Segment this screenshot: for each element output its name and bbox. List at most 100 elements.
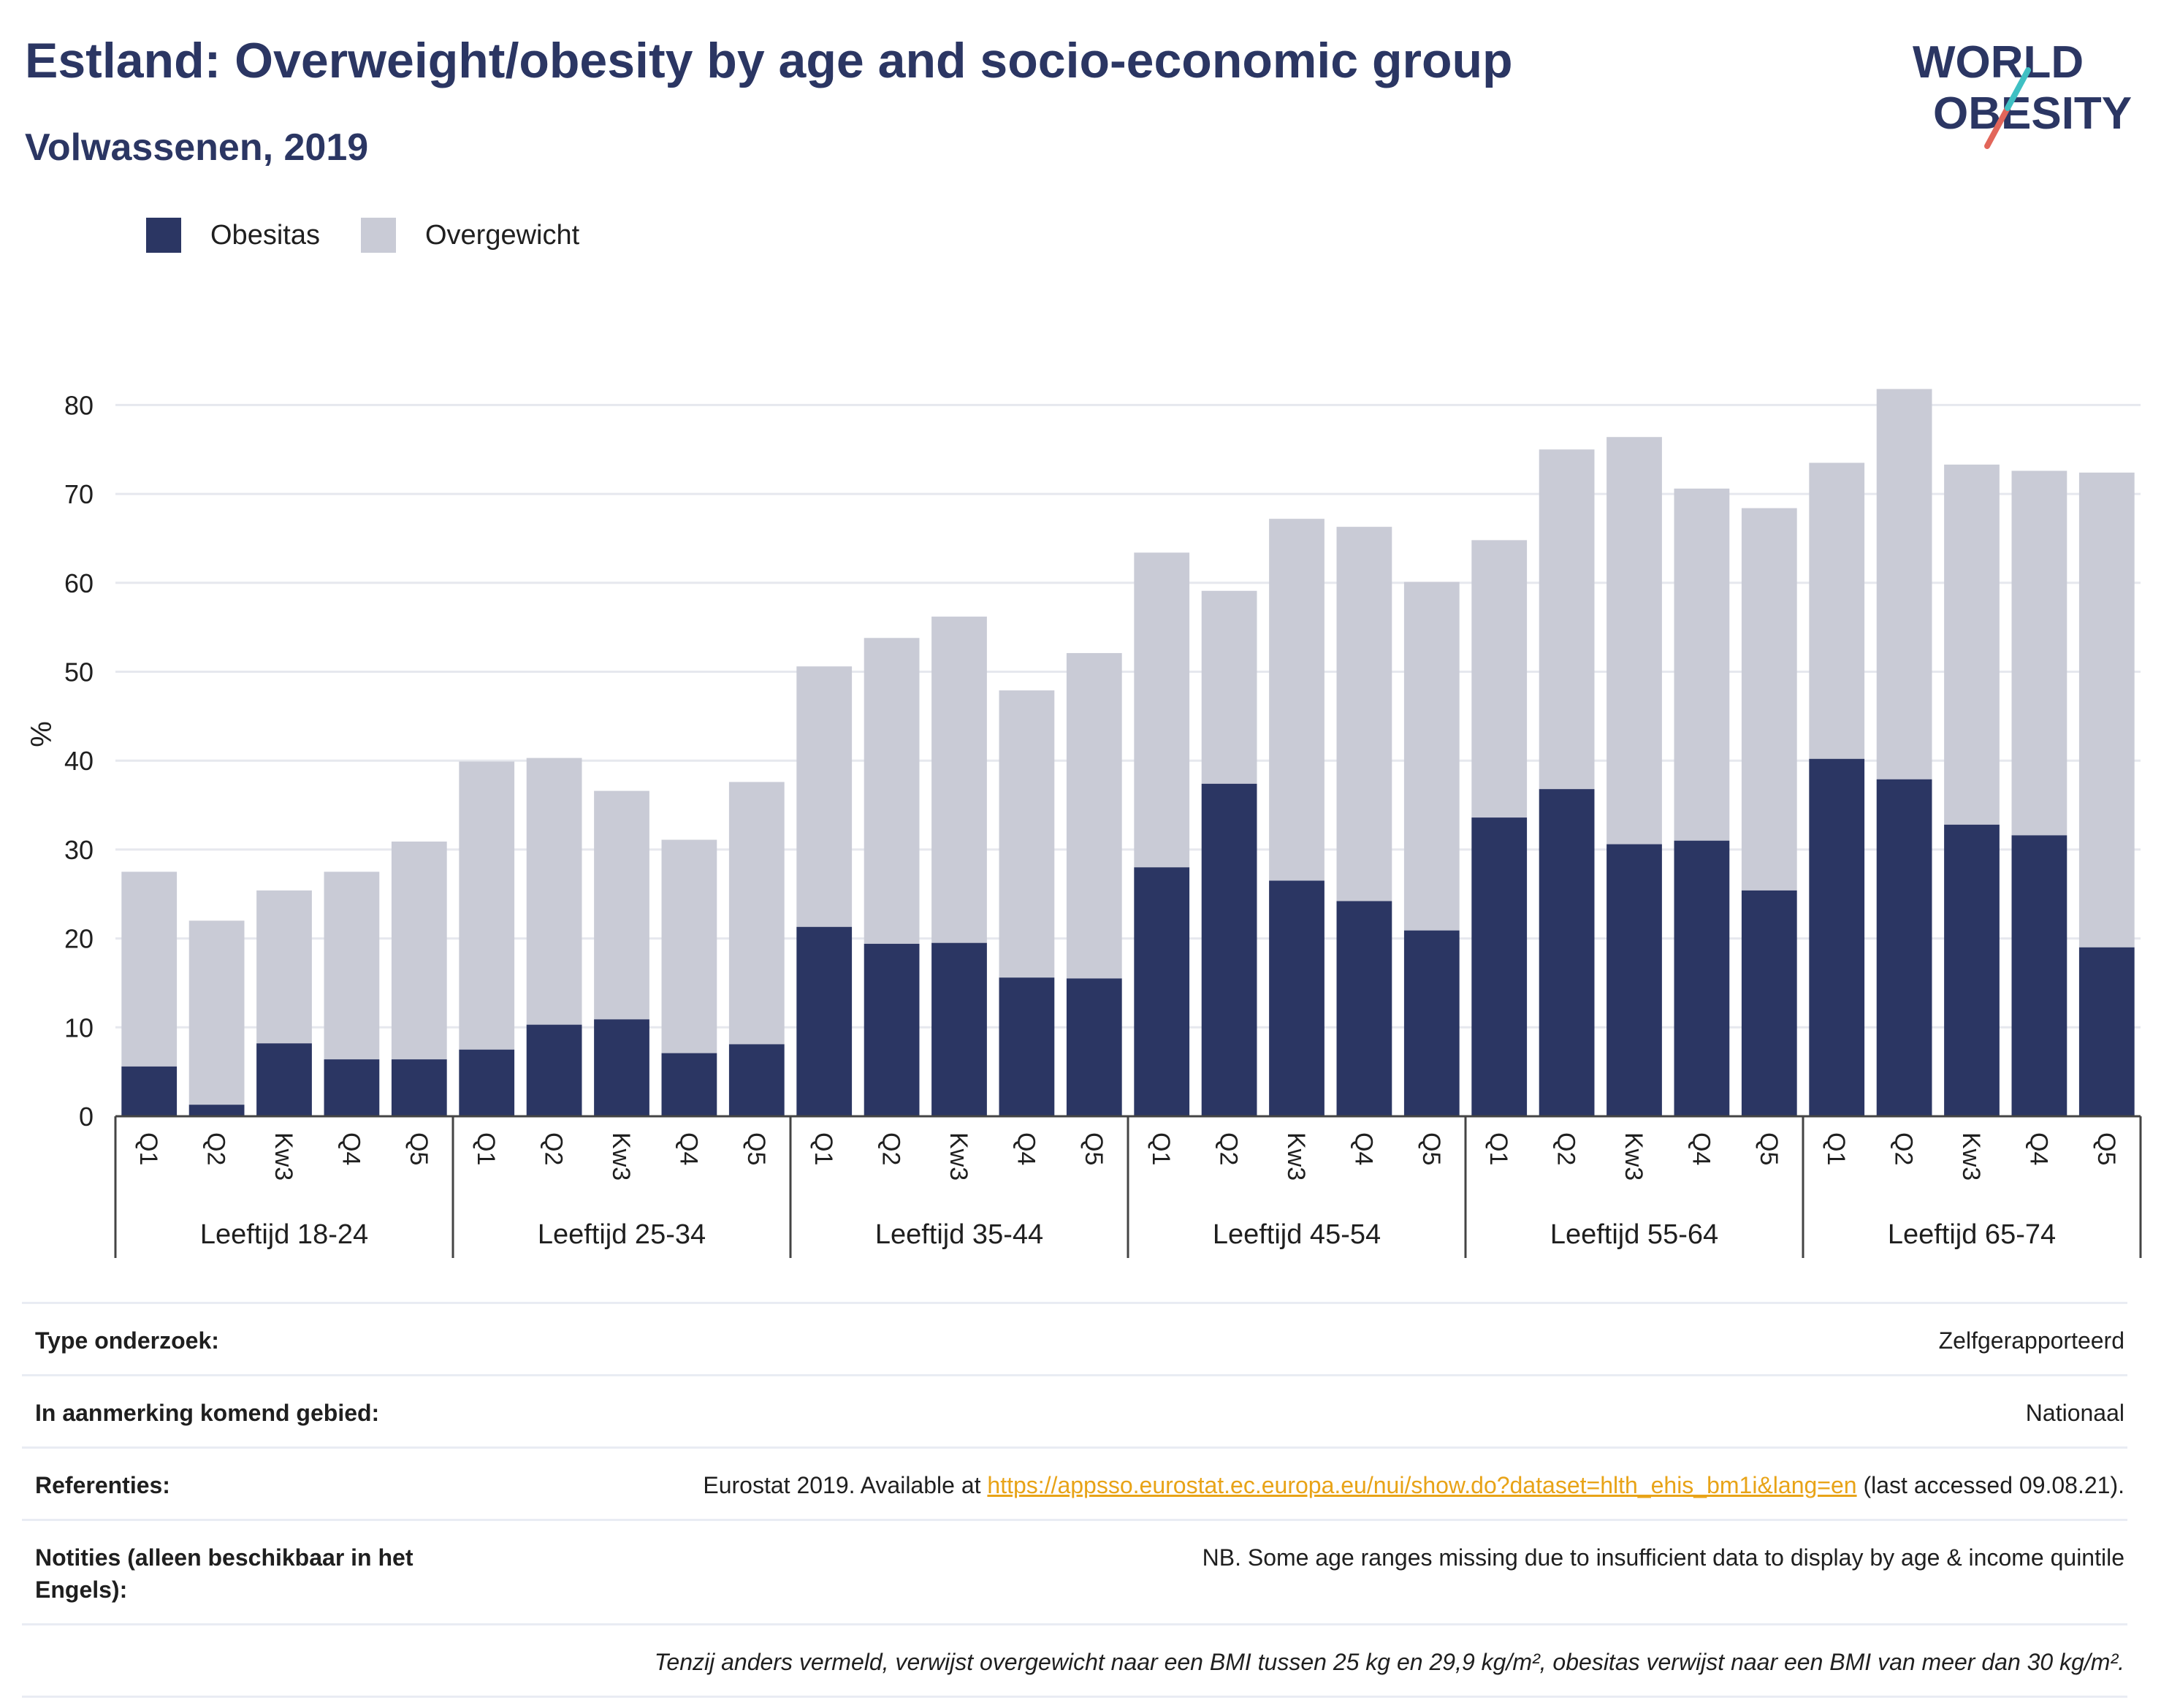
bar-overgewicht-g5-Q5 [2078, 472, 2135, 948]
bar-obesitas-g1-Kw3 [594, 1019, 649, 1116]
chart-subtitle: Volwassenen, 2019 [25, 126, 369, 169]
x-tick-label-g4-Q4: Q4 [1687, 1132, 1715, 1165]
group-label-4: Leeftijd 55-64 [1550, 1219, 1718, 1250]
x-tick-label-g3-Q4: Q4 [1349, 1132, 1377, 1165]
bar-obesitas-g1-Q2 [526, 1024, 582, 1116]
info-key-type: Type onderzoek: [35, 1327, 219, 1354]
bar-overgewicht-g5-Q1 [1809, 462, 1865, 759]
legend: Obesitas Overgewicht [146, 218, 620, 253]
x-tick-label-g4-Kw3: Kw3 [1620, 1132, 1647, 1181]
bar-overgewicht-g1-Q4 [661, 839, 717, 1053]
bar-overgewicht-g0-Q1 [121, 872, 178, 1067]
legend-item-overgewicht: Overgewicht [360, 218, 580, 253]
bar-overgewicht-g4-Q2 [1539, 449, 1595, 790]
legend-swatch-obesitas [146, 218, 181, 253]
info-key-notes: Notities (alleen beschikbaar in het Enge… [35, 1544, 413, 1603]
bar-overgewicht-g3-Kw3 [1269, 519, 1325, 881]
bar-obesitas-g3-Q5 [1403, 930, 1460, 1116]
info-value-notes: NB. Some age ranges missing due to insuf… [1202, 1544, 2124, 1571]
x-tick-label-g5-Q2: Q2 [1890, 1132, 1918, 1165]
y-tick-label-30: 30 [64, 835, 94, 865]
bar-obesitas-g1-Q1 [459, 1049, 515, 1116]
bar-obesitas-g3-Kw3 [1269, 880, 1325, 1116]
x-tick-label-g4-Q2: Q2 [1552, 1132, 1580, 1165]
bar-obesitas-g5-Q1 [1809, 758, 1865, 1116]
x-tick-label-g3-Kw3: Kw3 [1282, 1132, 1310, 1181]
bar-overgewicht-g4-Kw3 [1607, 437, 1662, 845]
x-tick-label-g4-Q1: Q1 [1485, 1132, 1512, 1165]
y-tick-label-80: 80 [64, 390, 94, 420]
bar-obesitas-g5-Kw3 [1944, 824, 2000, 1116]
x-tick-label-g5-Q5: Q5 [2092, 1132, 2120, 1165]
y-tick-label-40: 40 [64, 746, 94, 776]
bar-overgewicht-g3-Q2 [1201, 590, 1257, 784]
bar-obesitas-g1-Q5 [728, 1044, 785, 1116]
x-tick-label-g1-Q1: Q1 [472, 1132, 500, 1165]
bar-obesitas-g5-Q4 [2011, 835, 2067, 1116]
bar-chart: 0 10 20 30 40 50 60 70 80% Q1 Q2 Kw3 Q4 Q5 Leeftijd 18… [26, 389, 2142, 1258]
bar-overgewicht-g0-Q5 [391, 841, 447, 1060]
bar-obesitas-g0-Q1 [121, 1066, 178, 1116]
reference-suffix: (last accessed 09.08.21). [1856, 1472, 2124, 1498]
logo-line1: WORLD [1913, 37, 2084, 88]
x-tick-label-g1-Kw3: Kw3 [607, 1132, 635, 1181]
bar-obesitas-g4-Q5 [1741, 890, 1797, 1116]
info-key-references: Referenties: [35, 1472, 170, 1498]
x-tick-label-g0-Q4: Q4 [337, 1132, 365, 1165]
bar-overgewicht-g3-Q1 [1134, 552, 1190, 868]
bar-overgewicht-g4-Q4 [1674, 488, 1730, 841]
y-tick-label-20: 20 [64, 924, 94, 954]
x-tick-label-g1-Q4: Q4 [674, 1132, 702, 1165]
info-table: Type onderzoek: Zelfgerapporteerd In aan… [22, 1302, 2127, 1698]
bar-obesitas-g2-Q4 [999, 977, 1055, 1116]
bar-overgewicht-g2-Q2 [864, 638, 920, 944]
x-tick-label-g5-Q1: Q1 [1822, 1132, 1850, 1165]
group-label-0: Leeftijd 18-24 [200, 1219, 368, 1250]
x-tick-label-g0-Q2: Q2 [202, 1132, 230, 1165]
x-tick-label-g0-Kw3: Kw3 [270, 1132, 297, 1181]
y-tick-label-50: 50 [64, 657, 94, 687]
bar-overgewicht-g2-Q1 [796, 666, 853, 927]
bar-obesitas-g2-Q1 [796, 926, 853, 1116]
bar-obesitas-g0-Q2 [188, 1105, 245, 1116]
bar-overgewicht-g0-Q2 [188, 920, 245, 1105]
x-tick-label-g3-Q1: Q1 [1147, 1132, 1175, 1165]
bar-obesitas-g3-Q2 [1201, 783, 1257, 1116]
bar-overgewicht-g1-Kw3 [594, 790, 649, 1020]
bar-overgewicht-g1-Q5 [728, 782, 785, 1045]
group-label-5: Leeftijd 65-74 [1888, 1219, 2056, 1250]
bar-obesitas-g3-Q4 [1336, 901, 1392, 1116]
y-tick-label-60: 60 [64, 568, 94, 598]
legend-item-obesitas: Obesitas [146, 218, 320, 253]
bar-overgewicht-g5-Q4 [2011, 470, 2067, 836]
x-tick-label-g5-Q4: Q4 [2024, 1132, 2052, 1165]
legend-swatch-overgewicht [360, 218, 396, 253]
info-row-references: Referenties: Eurostat 2019. Available at… [22, 1446, 2127, 1519]
bar-obesitas-g2-Q2 [864, 943, 920, 1116]
bar-overgewicht-g1-Q2 [526, 758, 582, 1025]
info-value-references: Eurostat 2019. Available at https://apps… [703, 1469, 2127, 1501]
bar-obesitas-g5-Q2 [1876, 779, 1932, 1116]
bar-obesitas-g4-Q2 [1539, 789, 1595, 1116]
bar-obesitas-g3-Q1 [1134, 867, 1190, 1116]
bar-overgewicht-g0-Q4 [324, 872, 380, 1060]
bar-obesitas-g0-Q4 [324, 1059, 380, 1116]
legend-label-overgewicht: Overgewicht [424, 219, 580, 251]
footnote: Tenzij anders vermeld, verwijst overgewi… [22, 1623, 2127, 1698]
x-tick-label-g5-Kw3: Kw3 [1957, 1132, 1985, 1181]
info-value-type: Zelfgerapporteerd [1938, 1327, 2124, 1354]
x-tick-label-g2-Q2: Q2 [877, 1132, 905, 1165]
bar-overgewicht-g2-Kw3 [931, 617, 987, 943]
bar-obesitas-g2-Q5 [1066, 978, 1122, 1116]
bar-obesitas-g5-Q5 [2078, 947, 2135, 1116]
x-tick-label-g2-Q1: Q1 [809, 1132, 837, 1165]
bar-obesitas-g4-Kw3 [1607, 844, 1662, 1116]
x-tick-label-g2-Q4: Q4 [1012, 1132, 1040, 1165]
bar-overgewicht-g3-Q5 [1403, 582, 1460, 931]
legend-label-obesitas: Obesitas [210, 219, 320, 251]
bar-obesitas-g4-Q1 [1471, 817, 1528, 1116]
bar-obesitas-g0-Kw3 [256, 1043, 312, 1116]
bar-overgewicht-g4-Q5 [1741, 508, 1797, 891]
info-value-area: Nationaal [2025, 1400, 2124, 1426]
reference-link[interactable]: https://appsso.eurostat.ec.europa.eu/nui… [987, 1472, 1857, 1498]
